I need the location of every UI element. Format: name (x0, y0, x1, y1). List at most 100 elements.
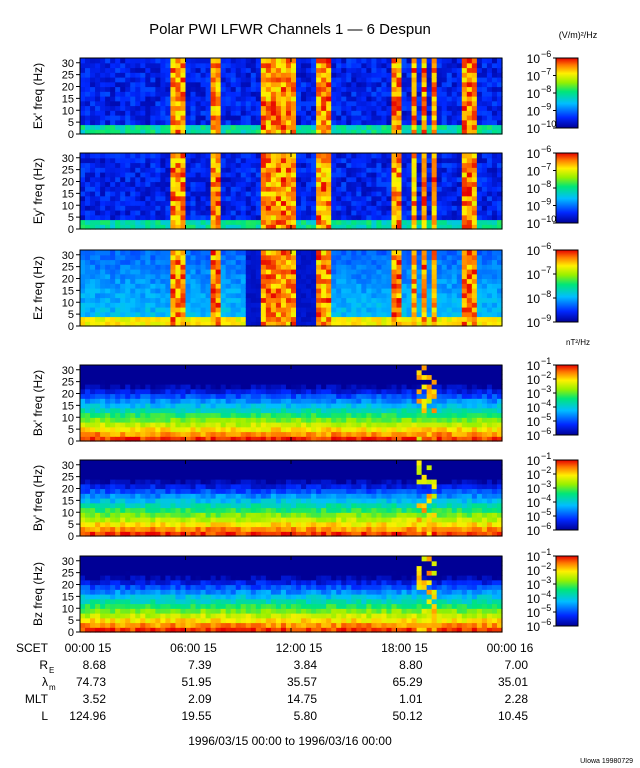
spectrogram-cell (411, 283, 418, 289)
spectrogram-cell (446, 77, 453, 83)
spectrogram-cell (421, 100, 428, 107)
spectrogram-cell (145, 254, 151, 261)
spectrogram-cell (175, 219, 182, 225)
spectrogram-cell (215, 200, 222, 206)
spectrogram-cell (366, 210, 372, 216)
spectrogram-cell (296, 398, 302, 404)
spectrogram-cell (301, 119, 307, 126)
spectrogram-cell (165, 157, 172, 164)
spectrogram-cell (481, 181, 488, 187)
spectrogram-cell (95, 288, 101, 294)
spectrogram-cell (336, 388, 342, 395)
spectrogram-cell (225, 307, 232, 313)
spectrogram-cell (260, 407, 267, 414)
spectrogram-cell (260, 176, 267, 183)
spectrogram-cell (371, 307, 377, 313)
spectrogram-cell (296, 311, 302, 318)
spectrogram-cell (80, 388, 86, 395)
spectrogram-cell (491, 288, 498, 294)
spectrogram-cell (225, 162, 232, 168)
spectrogram-cell (326, 86, 332, 92)
spectrogram-cell (155, 384, 161, 390)
spectrogram-cell (436, 153, 443, 159)
spectrogram-cell (225, 403, 232, 409)
spectrogram-cell (185, 157, 192, 164)
spectrogram-cell (426, 153, 433, 159)
spectrogram-cell (185, 81, 192, 88)
spectrogram-cell (240, 369, 247, 376)
spectrogram-cell (190, 172, 197, 178)
spectrogram-cell (291, 278, 297, 284)
spectrogram-cell (210, 124, 217, 130)
spectrogram-cell (341, 167, 347, 173)
spectrogram-cell (230, 264, 237, 270)
spectrogram-cell (125, 96, 131, 102)
spectrogram-cell (471, 129, 478, 135)
spectrogram-cell (316, 365, 322, 371)
spectrogram-cell (150, 250, 156, 256)
spectrogram-cell (105, 210, 111, 216)
spectrogram-cell (225, 224, 232, 230)
spectrogram-cell (175, 195, 182, 202)
spectrogram-cell (285, 436, 292, 442)
spectrogram-cell (386, 91, 393, 97)
spectrogram-cell (140, 393, 146, 399)
spectrogram-cell (95, 388, 101, 395)
spectrogram-cell (235, 115, 242, 121)
spectrogram-cell (130, 431, 136, 437)
spectrogram-cell (275, 316, 282, 322)
spectrogram-cell (160, 195, 166, 202)
spectrogram-cell (260, 369, 267, 376)
spectrogram-cell (265, 422, 272, 428)
spectrogram-cell (260, 105, 267, 111)
spectrogram-cell (240, 214, 247, 221)
spectrogram-cell (225, 119, 232, 126)
spectrogram-cell (140, 426, 146, 433)
spectrogram-cell (311, 297, 317, 303)
spectrogram-cell (210, 398, 217, 404)
spectrogram-cell (481, 200, 488, 206)
spectrogram-cell (95, 316, 101, 322)
spectrogram-cell (366, 321, 372, 327)
spectrogram-cell (255, 264, 262, 270)
spectrogram-cell (110, 191, 116, 197)
spectrogram-cell (145, 62, 151, 69)
spectrogram-cell (496, 219, 503, 225)
spectrogram-cell (165, 58, 172, 64)
spectrogram-cell (316, 110, 322, 116)
spectrogram-cell (105, 96, 111, 102)
spectrogram-cell (411, 191, 418, 197)
spectrogram-cell (291, 124, 297, 130)
spectrogram-cell (416, 283, 423, 289)
spectrogram-cell (150, 417, 156, 423)
spectrogram-cell (200, 297, 207, 303)
spectrogram-cell (220, 62, 227, 69)
spectrogram-cell (175, 403, 182, 409)
spectrogram-cell (205, 181, 212, 187)
spectrogram-cell (220, 91, 227, 97)
spectrogram-cell (275, 67, 282, 73)
spectrogram-cell (280, 393, 287, 399)
spectrogram-cell (115, 302, 121, 308)
spectrogram-cell (240, 412, 247, 418)
spectrogram-cell (301, 297, 307, 303)
spectrogram-cell (100, 403, 106, 409)
spectrogram-cell (371, 219, 377, 225)
spectrogram-cell (85, 105, 91, 111)
spectrogram-cell (331, 431, 337, 437)
spectrogram-cell (426, 316, 433, 322)
spectrogram-cell (245, 374, 252, 380)
spectrogram-cell (366, 172, 372, 178)
spectrogram-cell (140, 417, 146, 423)
spectrogram-cell (195, 110, 202, 116)
spectrogram-cell (496, 186, 503, 192)
spectrogram-cell (245, 86, 252, 92)
spectrogram-cell (80, 365, 86, 371)
spectrogram-cell (255, 288, 262, 294)
spectrogram-cell (341, 81, 347, 88)
spectrogram-cell (270, 119, 277, 126)
spectrogram-cell (285, 307, 292, 313)
spectrogram-cell (135, 311, 141, 318)
spectrogram-cell (255, 96, 262, 102)
spectrogram-cell (155, 250, 161, 256)
